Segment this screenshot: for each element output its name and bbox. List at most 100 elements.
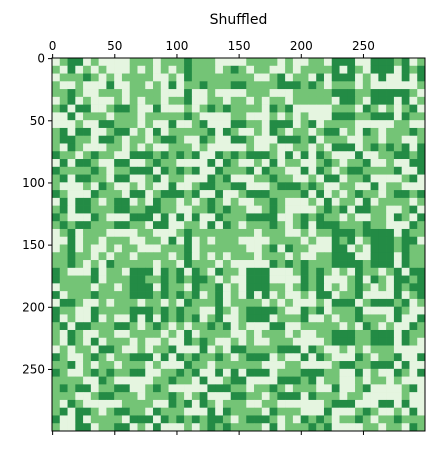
- heatmap-cell: [59, 345, 68, 354]
- heatmap-cell: [246, 65, 255, 74]
- heatmap-cells: [52, 58, 426, 432]
- heatmap-cell: [254, 197, 263, 206]
- heatmap-cell: [386, 275, 395, 284]
- heatmap-cell: [168, 368, 177, 377]
- heatmap-cell: [261, 407, 270, 416]
- heatmap-cell: [285, 376, 294, 385]
- chart-title: Shuffled: [210, 12, 268, 28]
- heatmap-cell: [401, 415, 410, 424]
- heatmap-cell: [292, 135, 301, 144]
- heatmap-cell: [355, 151, 364, 160]
- heatmap-cell: [261, 65, 270, 74]
- heatmap-cell: [355, 143, 364, 152]
- heatmap-cell: [386, 120, 395, 129]
- heatmap-cell: [98, 120, 107, 129]
- heatmap-cell: [215, 197, 224, 206]
- heatmap-cell: [114, 228, 123, 238]
- heatmap-cell: [417, 407, 426, 416]
- heatmap-cell: [184, 244, 193, 253]
- heatmap-cell: [339, 112, 348, 121]
- heatmap-cell: [160, 353, 169, 362]
- heatmap-cell: [160, 337, 169, 346]
- heatmap-cell: [238, 65, 247, 74]
- heatmap-cell: [246, 58, 255, 67]
- heatmap-cell: [285, 329, 294, 339]
- heatmap-cell: [83, 368, 92, 377]
- heatmap-cell: [215, 81, 224, 90]
- heatmap-cell: [75, 197, 84, 206]
- heatmap-cell: [370, 345, 379, 354]
- heatmap-cell: [121, 423, 131, 432]
- heatmap-cell: [184, 283, 193, 292]
- heatmap-cell: [59, 267, 68, 276]
- heatmap-cell: [215, 174, 224, 183]
- heatmap-cell: [401, 337, 410, 346]
- heatmap-cell: [339, 291, 348, 300]
- heatmap-cell: [417, 104, 426, 113]
- heatmap-cell: [261, 104, 270, 113]
- heatmap-cell: [121, 65, 131, 74]
- heatmap-cell: [339, 190, 348, 199]
- heatmap-cell: [106, 252, 115, 261]
- heatmap-cell: [246, 376, 255, 385]
- heatmap-cell: [370, 275, 379, 284]
- heatmap-cell: [409, 213, 418, 222]
- heatmap-cell: [121, 415, 131, 424]
- heatmap-cell: [121, 283, 131, 292]
- heatmap-cell: [199, 392, 208, 401]
- heatmap-cell: [378, 58, 387, 67]
- heatmap-cell: [362, 260, 371, 269]
- heatmap-cell: [137, 159, 146, 168]
- heatmap-cell: [386, 376, 395, 385]
- heatmap-cell: [207, 291, 216, 300]
- heatmap-cell: [59, 190, 68, 199]
- heatmap-cell: [98, 135, 107, 144]
- heatmap-cell: [176, 368, 185, 377]
- heatmap-cell: [401, 423, 410, 432]
- heatmap-cell: [401, 407, 410, 416]
- heatmap-cell: [67, 58, 76, 67]
- heatmap-cell: [121, 322, 131, 331]
- heatmap-cell: [222, 361, 232, 370]
- heatmap-cell: [90, 205, 99, 214]
- heatmap-cell: [246, 368, 255, 377]
- heatmap-cell: [300, 205, 309, 214]
- heatmap-cell: [98, 392, 107, 401]
- heatmap-cell: [292, 361, 301, 370]
- heatmap-cell: [176, 143, 185, 152]
- heatmap-cell: [168, 415, 177, 424]
- heatmap-cell: [222, 65, 232, 74]
- heatmap-cell: [129, 368, 138, 377]
- heatmap-cell: [153, 345, 162, 354]
- heatmap-cell: [207, 135, 216, 144]
- heatmap-cell: [238, 81, 247, 90]
- heatmap-cell: [277, 392, 286, 401]
- heatmap-cell: [254, 298, 263, 307]
- heatmap-cell: [191, 314, 200, 323]
- heatmap-cell: [191, 283, 200, 292]
- heatmap-cell: [323, 213, 333, 222]
- y-tick-label: 250: [22, 362, 45, 376]
- heatmap-cell: [222, 252, 232, 261]
- heatmap-cell: [215, 182, 224, 191]
- heatmap-cell: [106, 399, 115, 408]
- heatmap-cell: [191, 104, 200, 113]
- heatmap-cell: [106, 291, 115, 300]
- heatmap-cell: [121, 353, 131, 362]
- heatmap-cell: [90, 143, 99, 152]
- heatmap-cell: [316, 267, 325, 276]
- heatmap-cell: [199, 407, 208, 416]
- heatmap-cell: [114, 298, 123, 307]
- heatmap-cell: [386, 135, 395, 144]
- heatmap-cell: [285, 423, 294, 432]
- heatmap-cell: [316, 291, 325, 300]
- heatmap-cell: [386, 353, 395, 362]
- heatmap-cell: [339, 306, 348, 315]
- heatmap-cell: [386, 260, 395, 269]
- heatmap-cell: [191, 221, 200, 230]
- heatmap-cell: [114, 96, 123, 105]
- heatmap-cell: [176, 283, 185, 292]
- heatmap-cell: [393, 399, 402, 408]
- heatmap-cell: [207, 368, 216, 377]
- heatmap-cell: [52, 329, 61, 339]
